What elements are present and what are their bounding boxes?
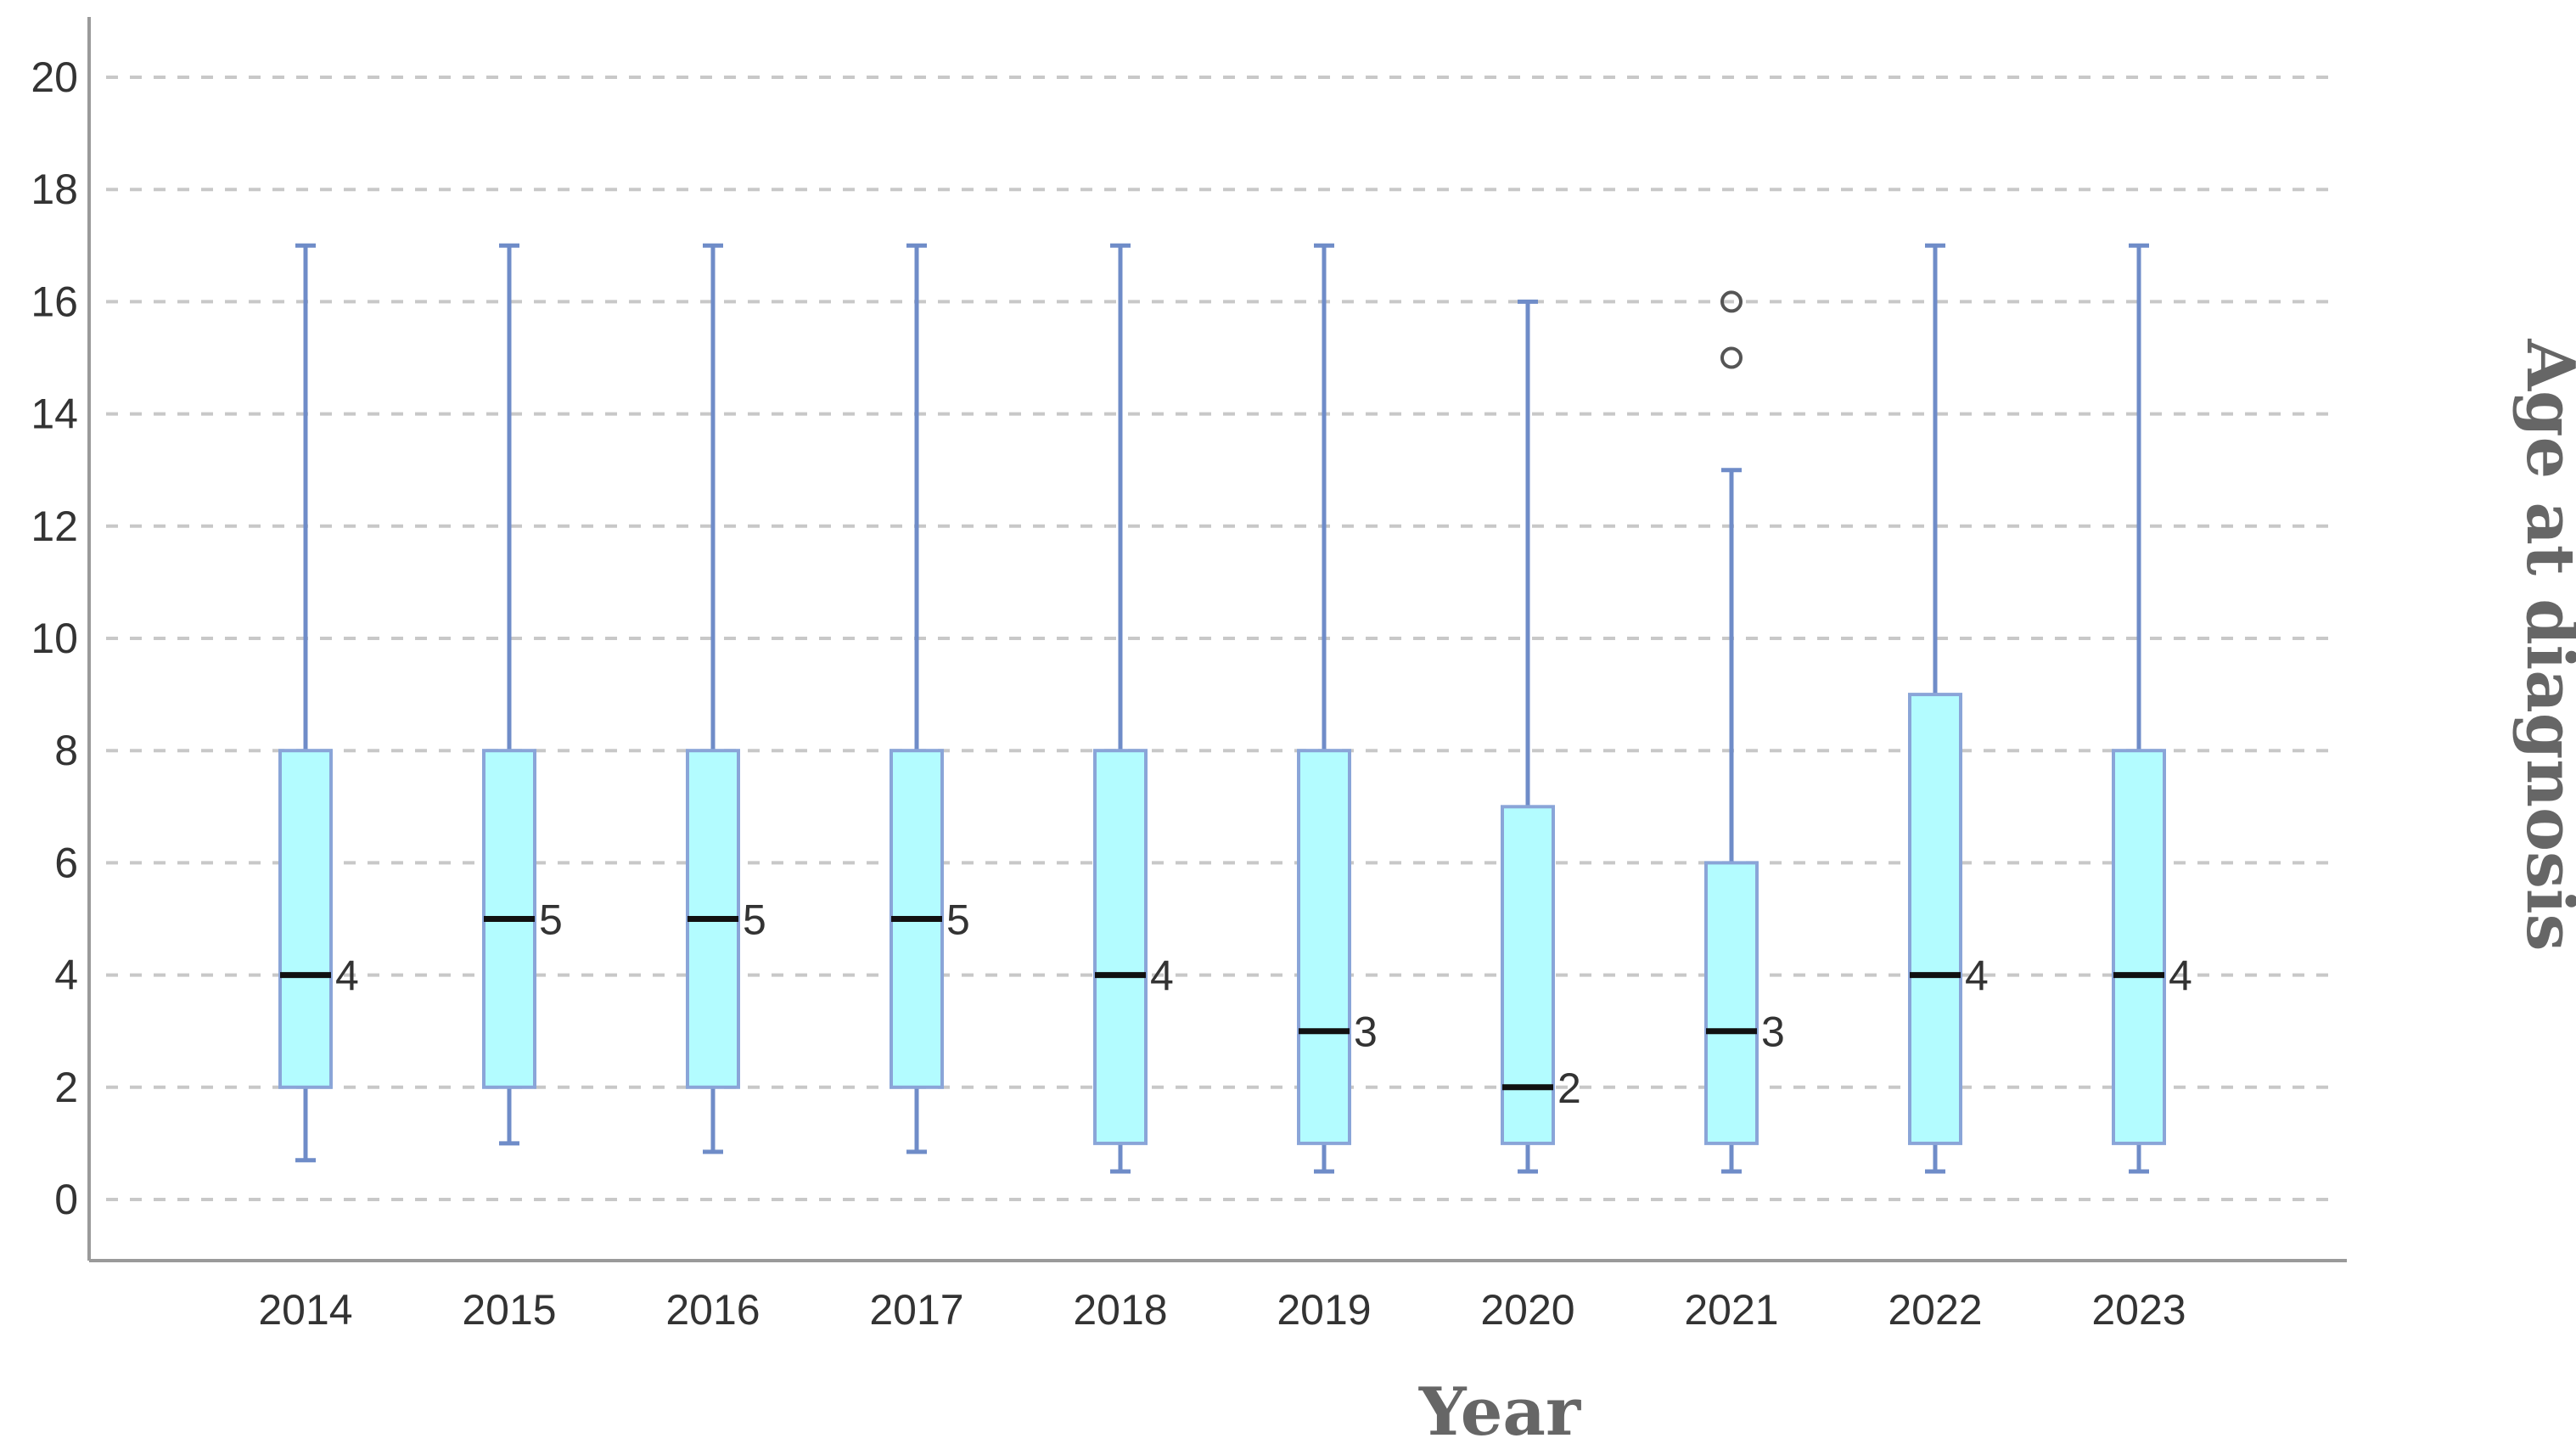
x-tick-label: 2023	[2091, 1286, 2186, 1334]
x-tick-labels: 2014 2015 2016 2017 2018 2019 2020 2021 2022 2023	[258, 1286, 2186, 1334]
box-2018: 4	[1093, 243, 1174, 1174]
box-2023: 4	[2112, 243, 2192, 1174]
y-tick-label: 10	[31, 615, 78, 662]
median-label: 2	[1557, 1065, 1581, 1112]
iqr-box	[278, 749, 333, 1089]
median-label: 4	[1150, 952, 1174, 1000]
x-tick-label: 2018	[1073, 1286, 1167, 1334]
box-2022: 4	[1908, 243, 1989, 1174]
y-axis-title: Age at diagnosis	[2511, 338, 2576, 951]
median-label: 4	[1965, 952, 1989, 1000]
y-tick-label: 16	[31, 278, 78, 325]
box-2014: 4	[278, 243, 359, 1163]
x-tick-label: 2016	[665, 1286, 760, 1334]
outlier-point	[1720, 346, 1743, 369]
iqr-box	[2112, 749, 2166, 1145]
iqr-box	[1501, 805, 1555, 1145]
outlier-point	[1720, 290, 1743, 313]
y-tick-label: 6	[54, 839, 78, 886]
x-axis-title: Year	[1418, 1374, 1581, 1451]
iqr-box	[1093, 749, 1148, 1145]
y-tick-label: 18	[31, 166, 78, 213]
median-label: 5	[539, 896, 563, 944]
y-tick-labels: 0 2 4 6 8 10 12 14 16 18 20	[31, 53, 78, 1223]
y-tick-label: 8	[54, 727, 78, 774]
axes	[87, 17, 2347, 1262]
median-label: 4	[2169, 952, 2192, 1000]
gridlines	[106, 76, 2338, 1201]
x-tick-label: 2020	[1480, 1286, 1574, 1334]
iqr-box	[1908, 693, 1962, 1145]
boxes: 4 5 5 5 4 3 2 3 4 4	[278, 243, 2192, 1174]
y-tick-label: 4	[54, 952, 78, 999]
x-tick-label: 2022	[1888, 1286, 1982, 1334]
median-label: 4	[335, 952, 359, 1000]
iqr-box	[1704, 861, 1759, 1145]
y-tick-label: 0	[54, 1176, 78, 1223]
x-tick-label: 2021	[1684, 1286, 1778, 1334]
box-2015: 5	[482, 243, 563, 1146]
x-tick-label: 2019	[1277, 1286, 1371, 1334]
iqr-box	[1297, 749, 1351, 1145]
box-2016: 5	[686, 243, 766, 1154]
x-tick-label: 2014	[258, 1286, 352, 1334]
x-tick-label: 2017	[869, 1286, 963, 1334]
box-2017: 5	[890, 243, 970, 1154]
y-tick-label: 12	[31, 503, 78, 550]
box-2020: 2	[1501, 299, 1581, 1174]
x-tick-label: 2015	[462, 1286, 556, 1334]
y-tick-label: 14	[31, 390, 78, 438]
median-label: 5	[946, 896, 970, 944]
box-2021: 3	[1704, 290, 1785, 1174]
median-label: 3	[1354, 1008, 1378, 1056]
y-tick-label: 20	[31, 53, 78, 101]
median-label: 3	[1761, 1008, 1785, 1056]
median-label: 5	[743, 896, 766, 944]
y-tick-label: 2	[54, 1064, 78, 1111]
box-2019: 3	[1297, 243, 1378, 1174]
